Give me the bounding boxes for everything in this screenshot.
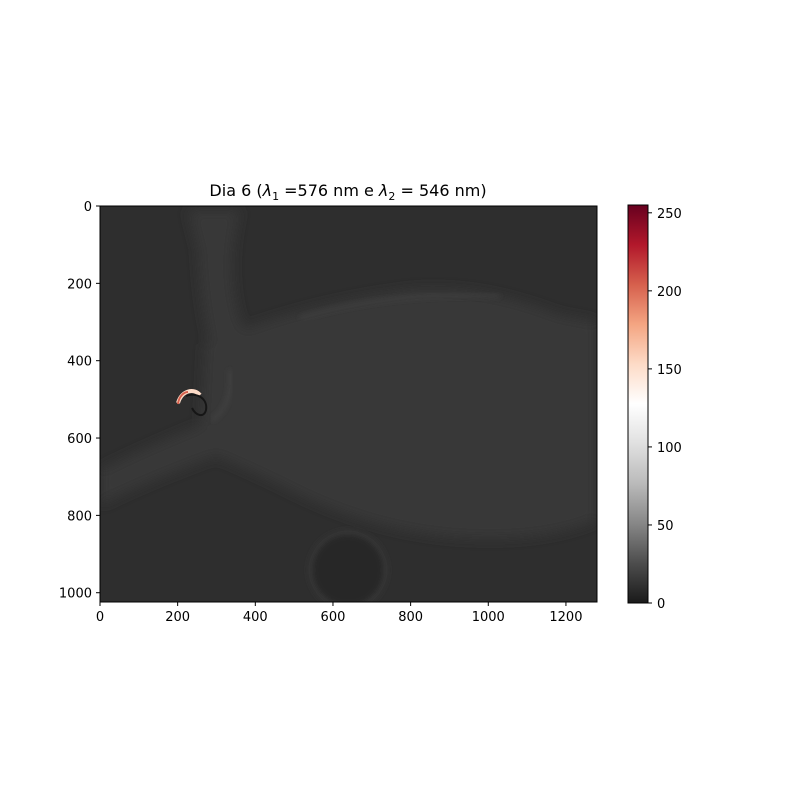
- chart-title: Dia 6 (λ1 =576 nm e λ2 = 546 nm): [209, 181, 486, 203]
- y-tick-label: 600: [67, 432, 92, 447]
- x-axis: 0 200 400 600 800 1000 1200: [96, 602, 582, 625]
- bright-artifact: [176, 389, 208, 416]
- y-tick-label: 1000: [59, 587, 92, 602]
- colorbar-tick-label: 0: [657, 597, 665, 612]
- heatmap-image: [100, 206, 597, 602]
- colorbar-tick-label: 150: [657, 363, 682, 378]
- x-tick-label: 800: [398, 610, 423, 625]
- x-tick-label: 400: [243, 610, 268, 625]
- x-tick-label: 200: [165, 610, 190, 625]
- y-tick-label: 400: [67, 355, 92, 370]
- colorbar: [627, 204, 649, 604]
- colorbar-tick-label: 250: [657, 207, 682, 222]
- y-tick-label: 200: [67, 277, 92, 292]
- colorbar-tick-label: 50: [657, 519, 674, 534]
- y-tick-label: 0: [84, 200, 92, 215]
- colorbar-tick-label: 200: [657, 285, 682, 300]
- x-tick-label: 1000: [472, 610, 505, 625]
- y-tick-label: 800: [67, 509, 92, 524]
- colorbar-axis: 0 50 100 150 200 250: [648, 207, 682, 612]
- x-tick-label: 0: [96, 610, 104, 625]
- y-axis: 0 200 400 600 800 1000: [59, 200, 100, 602]
- axes-frame: [99, 205, 598, 603]
- x-tick-label: 600: [321, 610, 346, 625]
- x-tick-label: 1200: [549, 610, 582, 625]
- colorbar-tick-label: 100: [657, 441, 682, 456]
